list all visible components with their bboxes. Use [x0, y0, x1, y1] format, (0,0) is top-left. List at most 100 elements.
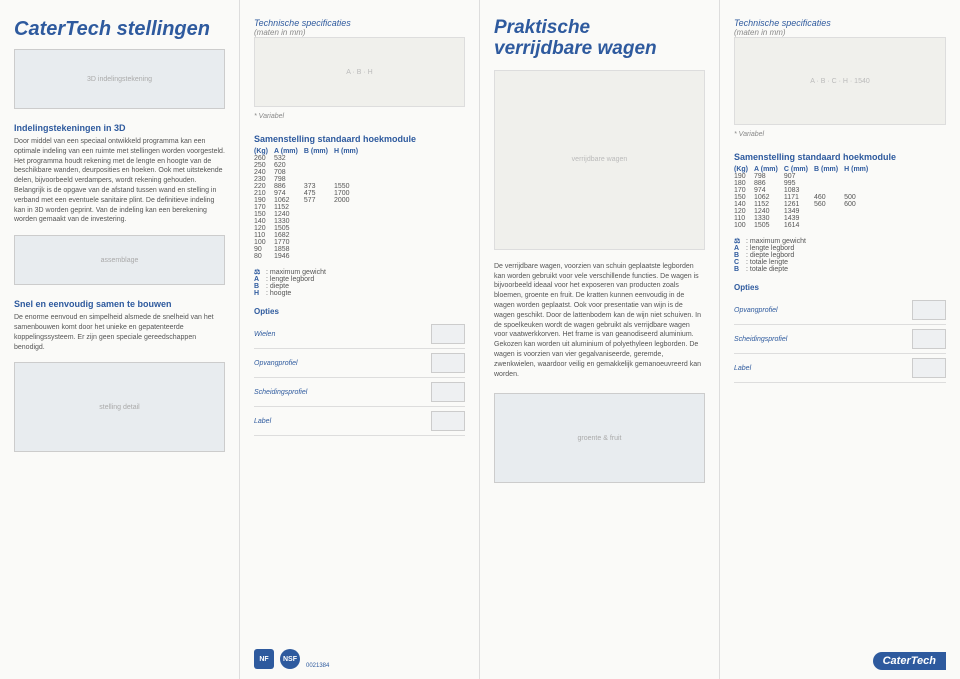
col-header: H (mm)	[334, 148, 364, 155]
column-2: Technische specificaties (maten in mm) A…	[240, 0, 480, 679]
table-row: 1001770	[254, 239, 364, 246]
col-header: B (mm)	[304, 148, 334, 155]
table-row: 1201505	[254, 225, 364, 232]
table-heading: Samenstelling standaard hoekmodule	[254, 134, 465, 144]
brand-footer: CaterTech	[873, 651, 946, 669]
table-row: 12012401349	[734, 208, 874, 215]
legend-row: H: hoogte	[254, 290, 465, 297]
brochure-page: CaterTech stellingen 3D indelingstekenin…	[0, 0, 960, 679]
units-label: (maten in mm)	[254, 28, 465, 37]
option-label: Opvangprofiel	[734, 307, 778, 314]
spec-table-trolley: (Kg)A (mm)C (mm)B (mm)H (mm)190798907180…	[734, 166, 874, 229]
option-thumb	[912, 300, 946, 320]
option-thumb	[431, 382, 465, 402]
variabel-note-4: * Variabel	[734, 131, 946, 138]
variabel-note: * Variabel	[254, 113, 465, 120]
image-assembly: assemblage	[14, 235, 225, 285]
options-heading-4: Opties	[734, 283, 946, 292]
option-label: Opvangprofiel	[254, 360, 298, 367]
title-stellingen: CaterTech stellingen	[14, 18, 225, 41]
legend-row: ⚖: maximum gewicht	[734, 237, 946, 245]
diagram-trolley-dimensions: A · B · C · H · 1540	[734, 37, 946, 125]
legend-row: B: diepte legbord	[734, 252, 946, 259]
col-header: (Kg)	[254, 148, 274, 155]
image-3d-layout: 3D indelingstekening	[14, 49, 225, 109]
tech-spec-label-4: Technische specificaties	[734, 18, 946, 28]
legend-row: B: totale diepte	[734, 266, 946, 273]
diagram-shelving-dimensions: A · B · H	[254, 37, 465, 107]
option-thumb	[431, 411, 465, 431]
table-row: 15010621171460500	[734, 194, 874, 201]
nf-badge: NF	[254, 649, 274, 669]
nsf-badge: NSF	[280, 649, 300, 669]
option-label: Label	[734, 365, 751, 372]
paragraph-assembly: De enorme eenvoud en simpelheid alsmede …	[14, 313, 225, 352]
legend-shelving: ⚖: maximum gewichtA: lengte legbordB: di…	[254, 268, 465, 297]
option-label: Scheidingsprofiel	[254, 389, 307, 396]
table-row: 1101682	[254, 232, 364, 239]
table-row: 19010625772000	[254, 197, 364, 204]
option-row: Scheidingsprofiel	[734, 325, 946, 354]
image-trolley-produce: groente & fruit	[494, 393, 705, 483]
option-row: Wielen	[254, 320, 465, 349]
image-trolley: verrijdbare wagen	[494, 70, 705, 250]
table-row: 14011521261560600	[734, 201, 874, 208]
certification-badges: NF NSF 0021384	[254, 649, 329, 669]
option-thumb	[431, 324, 465, 344]
table-row: 11013301439	[734, 215, 874, 222]
table-row: 180886995	[734, 180, 874, 187]
table-row: 1401330	[254, 218, 364, 225]
col-header: A (mm)	[754, 166, 784, 173]
brand-pill: CaterTech	[873, 652, 946, 670]
legend-row: C: totale lengte	[734, 259, 946, 266]
column-1: CaterTech stellingen 3D indelingstekenin…	[0, 0, 240, 679]
options-list-4: Opvangprofiel Scheidingsprofiel Label	[734, 296, 946, 383]
col-header: C (mm)	[784, 166, 814, 173]
tech-spec-label: Technische specificaties	[254, 18, 465, 28]
table-row: 250620	[254, 162, 364, 169]
table-row: 260532	[254, 155, 364, 162]
table-row: 2109744751700	[254, 190, 364, 197]
table-row: 190798907	[734, 173, 874, 180]
cert-number: 0021384	[306, 663, 329, 669]
heading-3d: Indelingstekeningen in 3D	[14, 123, 225, 133]
legend-row: B: diepte	[254, 283, 465, 290]
options-list: Wielen Opvangprofiel Scheidingsprofiel Labe…	[254, 320, 465, 436]
option-thumb	[431, 353, 465, 373]
spec-table-shelving: (Kg)A (mm)B (mm)H (mm)260532250620240708…	[254, 148, 364, 260]
col-header: A (mm)	[274, 148, 304, 155]
col-header: (Kg)	[734, 166, 754, 173]
column-3: Praktische verrijdbare wagen verrijdbare…	[480, 0, 720, 679]
table-row: 10015051614	[734, 222, 874, 229]
table-row: 2208863731550	[254, 183, 364, 190]
table-row: 801946	[254, 253, 364, 260]
option-row: Opvangprofiel	[254, 349, 465, 378]
table-row: 230798	[254, 176, 364, 183]
col-header: B (mm)	[814, 166, 844, 173]
option-thumb	[912, 329, 946, 349]
legend-row: A: lengte legbord	[734, 245, 946, 252]
table-row: 1701152	[254, 204, 364, 211]
table-heading-4: Samenstelling standaard hoekmodule	[734, 152, 946, 162]
legend-trolley: ⚖: maximum gewichtA: lengte legbordB: di…	[734, 237, 946, 273]
option-thumb	[912, 358, 946, 378]
paragraph-3d: Door middel van een speciaal ontwikkeld …	[14, 137, 225, 225]
units-label-4: (maten in mm)	[734, 28, 946, 37]
option-row: Opvangprofiel	[734, 296, 946, 325]
option-row: Scheidingsprofiel	[254, 378, 465, 407]
table-row: 901858	[254, 246, 364, 253]
heading-assembly: Snel en eenvoudig samen te bouwen	[14, 299, 225, 309]
legend-row: A: lengte legbord	[254, 276, 465, 283]
options-heading: Opties	[254, 307, 465, 316]
option-label: Wielen	[254, 331, 275, 338]
paragraph-wagen: De verrijdbare wagen, voorzien van schui…	[494, 262, 705, 380]
option-label: Scheidingsprofiel	[734, 336, 787, 343]
image-shelf-detail: stelling detail	[14, 362, 225, 452]
option-row: Label	[254, 407, 465, 436]
legend-row: ⚖: maximum gewicht	[254, 268, 465, 276]
table-row: 240708	[254, 169, 364, 176]
option-row: Label	[734, 354, 946, 383]
table-row: 1501240	[254, 211, 364, 218]
title-wagen: Praktische verrijdbare wagen	[494, 18, 705, 60]
table-row: 1709741083	[734, 187, 874, 194]
